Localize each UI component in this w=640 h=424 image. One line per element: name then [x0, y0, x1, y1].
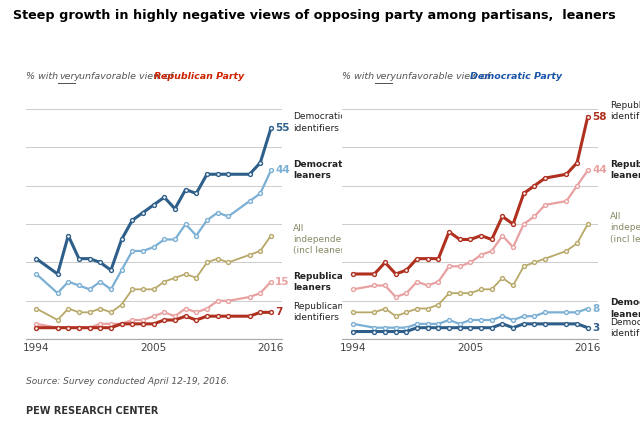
- Text: 44: 44: [275, 165, 290, 176]
- Text: 44: 44: [592, 165, 607, 176]
- Text: unfavorable view of: unfavorable view of: [393, 73, 493, 81]
- Text: Source: Survey conducted April 12-19, 2016.: Source: Survey conducted April 12-19, 20…: [26, 377, 229, 386]
- Text: Democratic
identifiers: Democratic identifiers: [293, 112, 346, 133]
- Text: All
independents
(incl leaners): All independents (incl leaners): [293, 224, 356, 255]
- Text: % with: % with: [26, 73, 61, 81]
- Text: 3: 3: [592, 323, 599, 333]
- Text: Republican
leaners: Republican leaners: [610, 160, 640, 181]
- Text: Steep growth in highly negative views of opposing party among partisans,  leaner: Steep growth in highly negative views of…: [13, 9, 616, 22]
- Text: Republican
leaners: Republican leaners: [293, 272, 350, 292]
- Text: unfavorable view of: unfavorable view of: [76, 73, 176, 81]
- Text: Democratic
leaners: Democratic leaners: [293, 160, 351, 181]
- Text: 7: 7: [275, 307, 283, 317]
- Text: 8: 8: [592, 304, 599, 313]
- Text: Democratic
leaners: Democratic leaners: [610, 298, 640, 318]
- Text: % with: % with: [342, 73, 378, 81]
- Text: very: very: [376, 73, 397, 81]
- Text: very: very: [59, 73, 80, 81]
- Text: Republican Party: Republican Party: [154, 73, 244, 81]
- Text: Democratic Party: Democratic Party: [470, 73, 563, 81]
- Text: 58: 58: [592, 112, 607, 122]
- Text: Democratic
identifiers: Democratic identifiers: [610, 318, 640, 338]
- Text: 55: 55: [275, 123, 290, 133]
- Text: 15: 15: [275, 276, 290, 287]
- Text: Republican
identifiers: Republican identifiers: [293, 302, 344, 322]
- Text: All
independents
(incl leaners): All independents (incl leaners): [610, 212, 640, 243]
- Text: Republican
identifiers: Republican identifiers: [610, 101, 640, 121]
- Text: PEW RESEARCH CENTER: PEW RESEARCH CENTER: [26, 405, 158, 416]
